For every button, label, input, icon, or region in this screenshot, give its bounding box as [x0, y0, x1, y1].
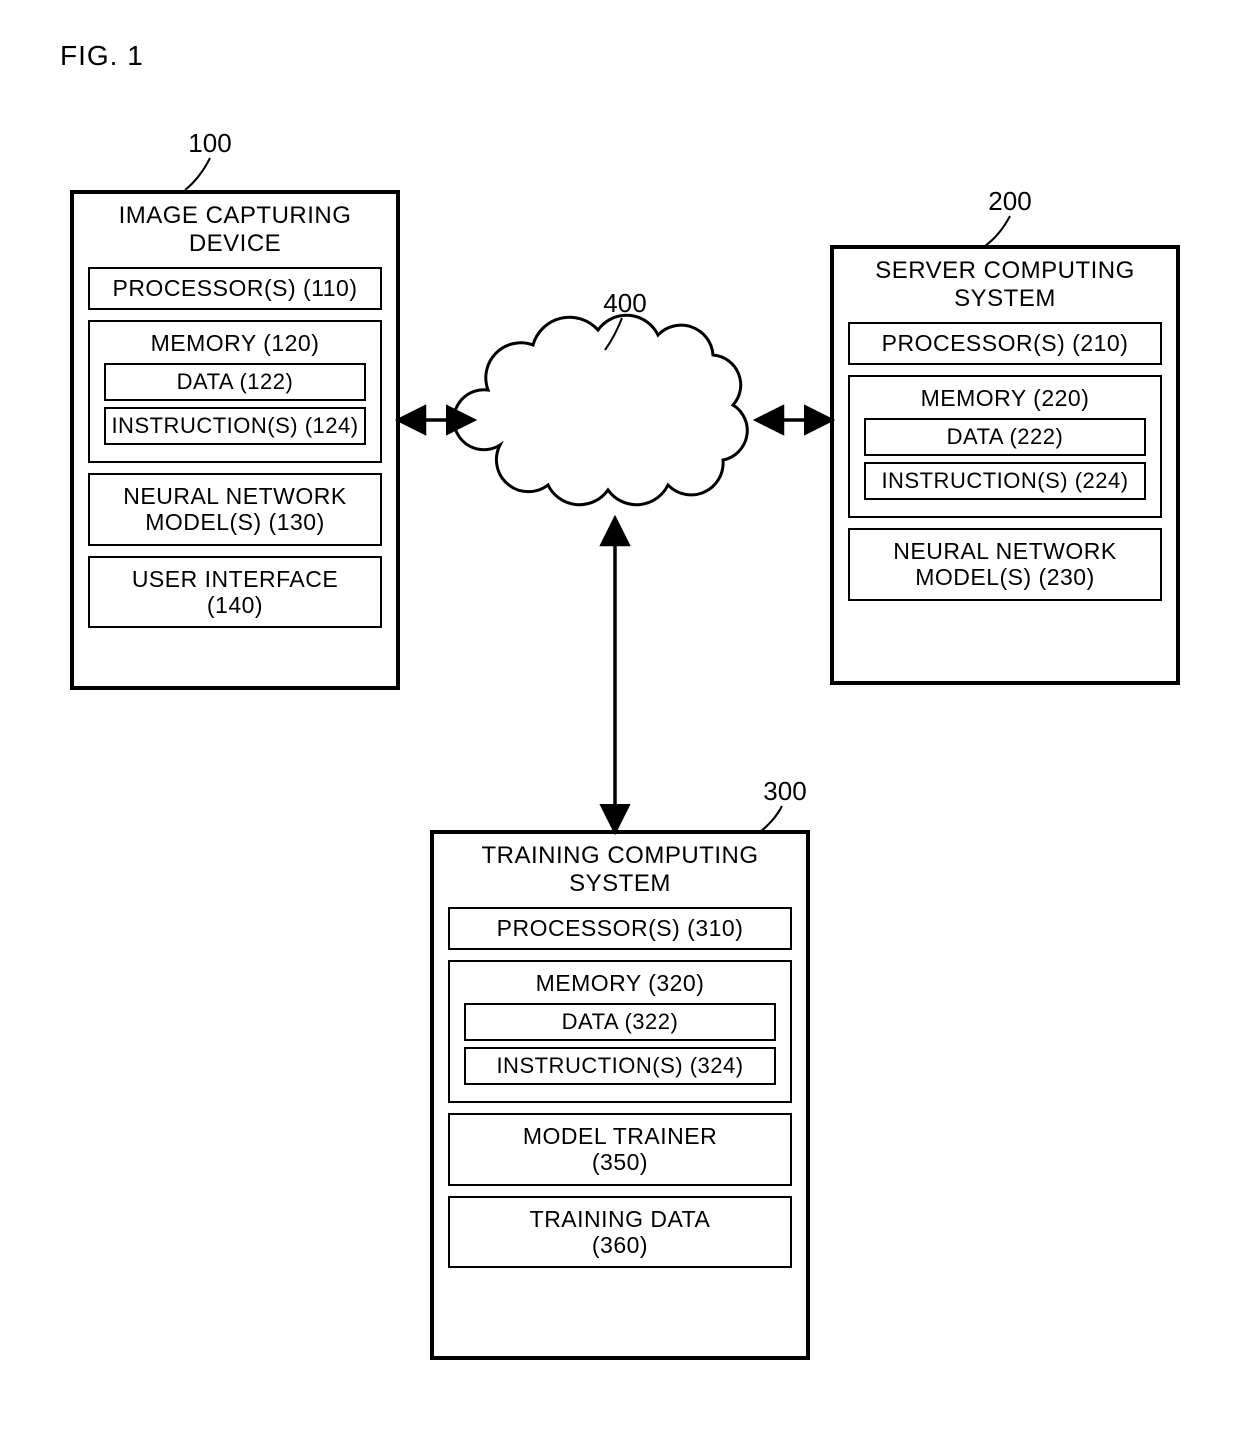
- device-memory-title: MEMORY (120): [90, 330, 380, 357]
- training-memory-instr: INSTRUCTION(S) (324): [464, 1047, 776, 1085]
- server-memory-title: MEMORY (220): [850, 385, 1160, 412]
- training-memory-data: DATA (322): [464, 1003, 776, 1041]
- training-processor: PROCESSOR(S) (310): [448, 907, 792, 949]
- device-title: IMAGE CAPTURING DEVICE: [78, 202, 392, 257]
- device-processor: PROCESSOR(S) (110): [88, 267, 382, 309]
- leader-network: [605, 318, 622, 350]
- training-memory-title: MEMORY (320): [450, 970, 790, 997]
- network-label: NETWORK: [555, 405, 675, 436]
- leader-training: [760, 806, 782, 832]
- device-memory-data: DATA (122): [104, 363, 366, 401]
- leader-server: [985, 216, 1010, 246]
- leader-device: [185, 158, 210, 190]
- device-memory: MEMORY (120) DATA (122) INSTRUCTION(S) (…: [88, 320, 382, 463]
- server-memory-instr: INSTRUCTION(S) (224): [864, 462, 1146, 500]
- device-nn: NEURAL NETWORKMODEL(S) (130): [88, 473, 382, 546]
- device-block: IMAGE CAPTURING DEVICE PROCESSOR(S) (110…: [70, 190, 400, 690]
- training-block: TRAINING COMPUTING SYSTEM PROCESSOR(S) (…: [430, 830, 810, 1360]
- server-block: SERVER COMPUTING SYSTEM PROCESSOR(S) (21…: [830, 245, 1180, 685]
- device-memory-instr: INSTRUCTION(S) (124): [104, 407, 366, 445]
- training-trainer: MODEL TRAINER(350): [448, 1113, 792, 1186]
- diagram-canvas: FIG. 1 100 200 300 400 IMAGE CAPTURING D…: [0, 0, 1240, 1455]
- figure-label: FIG. 1: [60, 40, 144, 72]
- ref-network: 400: [595, 288, 655, 319]
- ref-device: 100: [180, 128, 240, 159]
- server-title: SERVER COMPUTING SYSTEM: [838, 257, 1172, 312]
- training-title: TRAINING COMPUTING SYSTEM: [438, 842, 802, 897]
- training-data: TRAINING DATA(360): [448, 1196, 792, 1269]
- server-nn: NEURAL NETWORKMODEL(S) (230): [848, 528, 1162, 601]
- server-memory-data: DATA (222): [864, 418, 1146, 456]
- server-processor: PROCESSOR(S) (210): [848, 322, 1162, 364]
- training-memory: MEMORY (320) DATA (322) INSTRUCTION(S) (…: [448, 960, 792, 1103]
- ref-server: 200: [980, 186, 1040, 217]
- ref-training: 300: [755, 776, 815, 807]
- device-ui: USER INTERFACE(140): [88, 556, 382, 629]
- server-memory: MEMORY (220) DATA (222) INSTRUCTION(S) (…: [848, 375, 1162, 518]
